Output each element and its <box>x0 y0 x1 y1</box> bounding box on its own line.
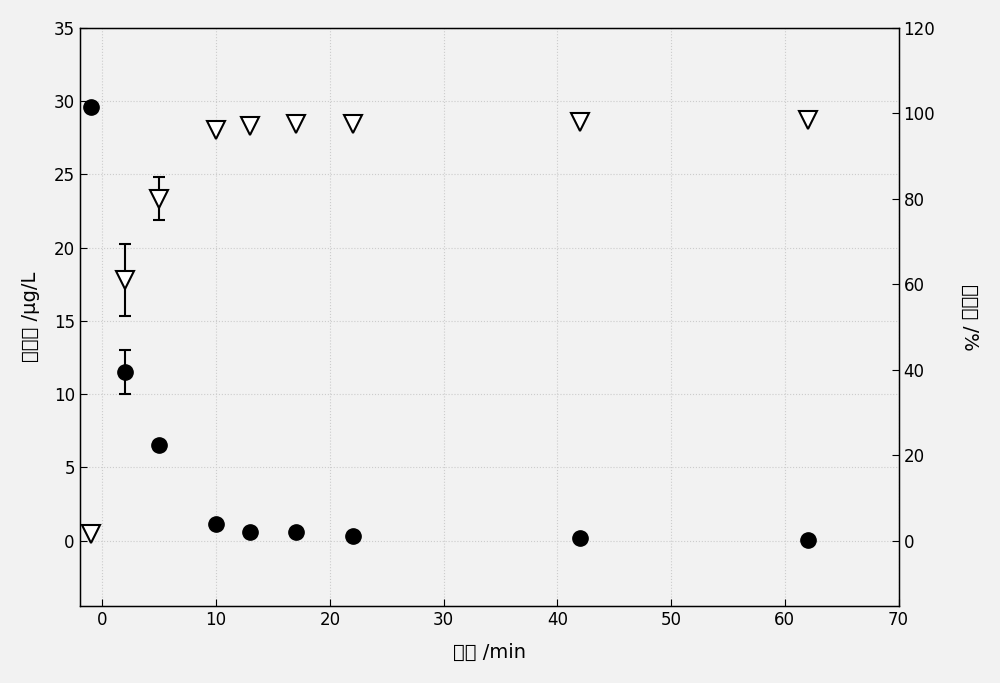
X-axis label: 时间 /min: 时间 /min <box>453 643 526 662</box>
Y-axis label: 去除率 /%: 去除率 /% <box>960 283 979 350</box>
Y-axis label: 汞浓度 /μg/L: 汞浓度 /μg/L <box>21 272 40 362</box>
